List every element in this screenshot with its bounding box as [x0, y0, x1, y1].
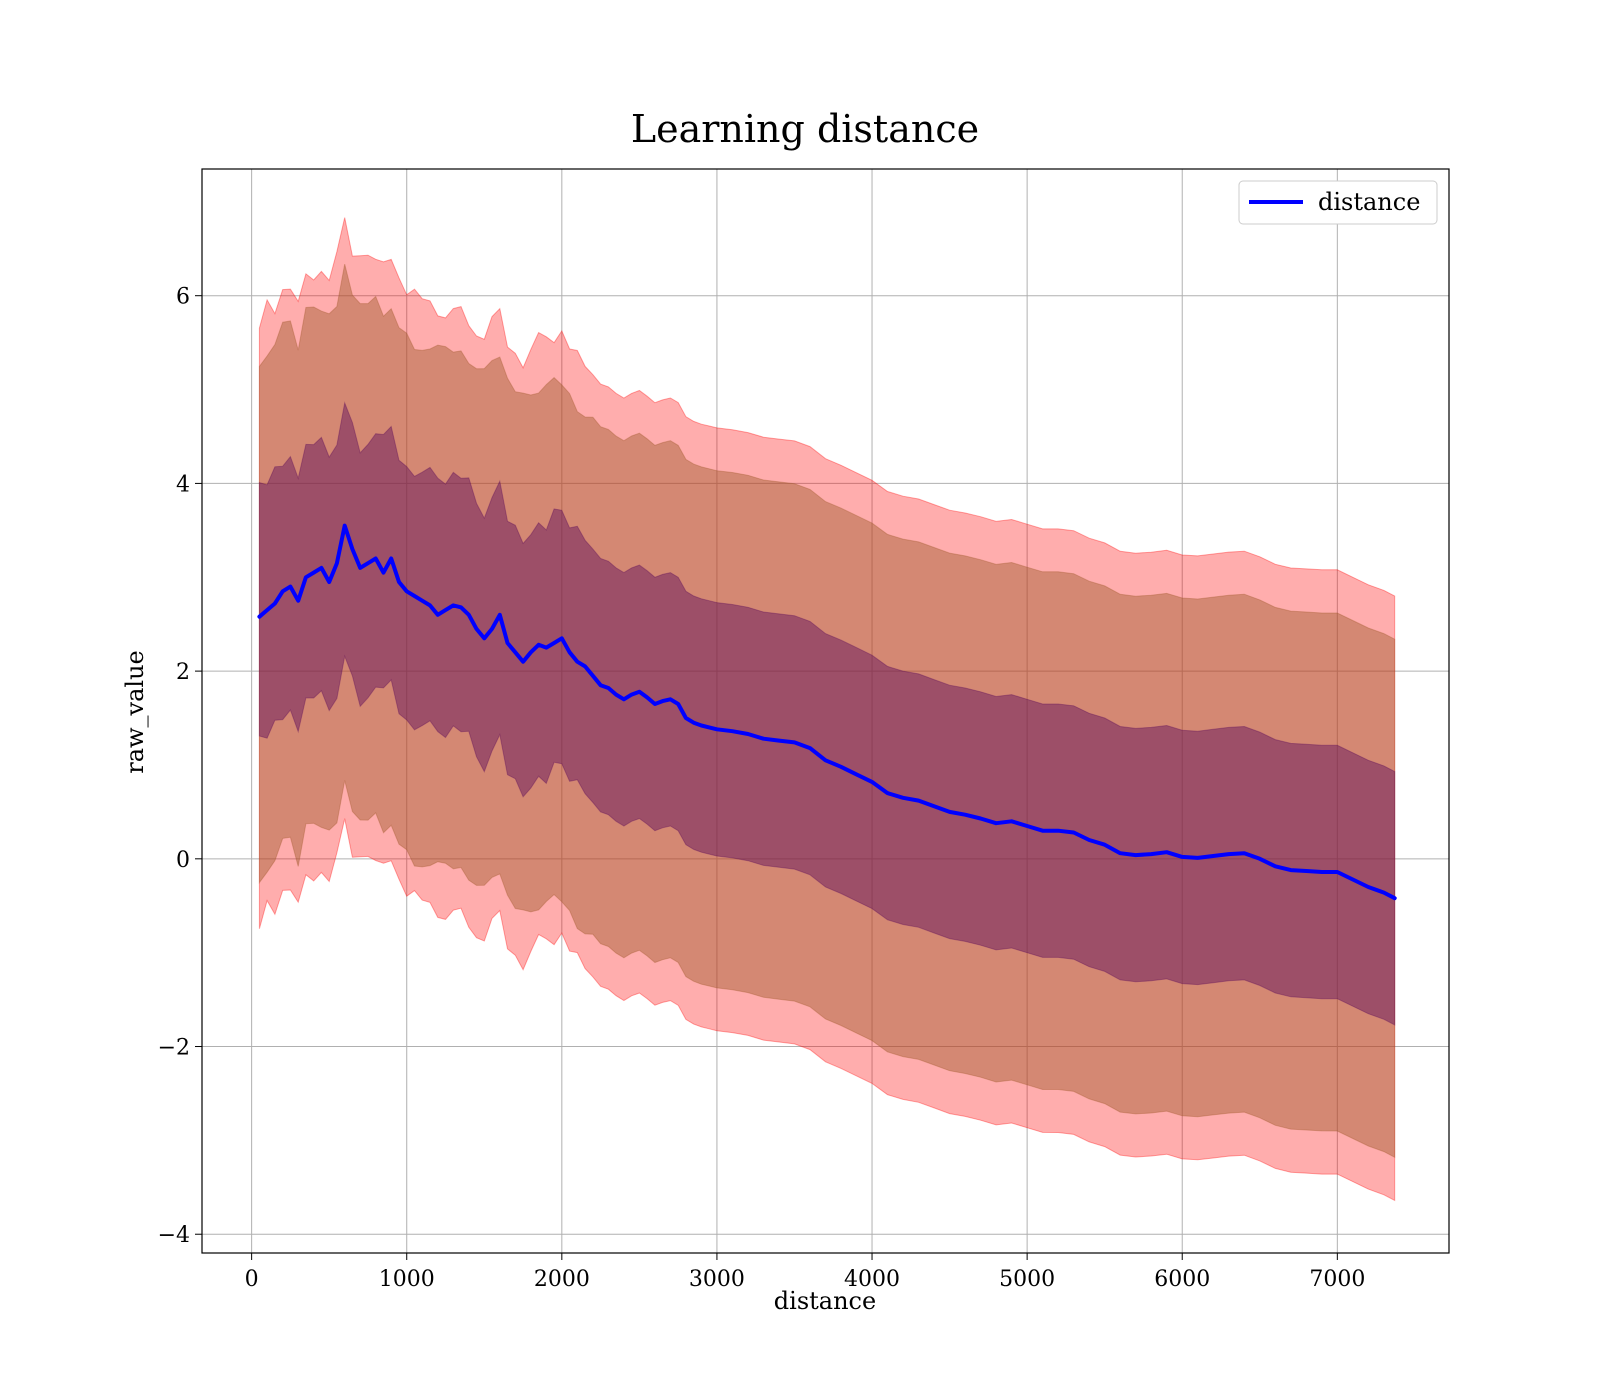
x-tick-label: 0: [245, 1267, 259, 1292]
y-axis-label: raw_value: [121, 650, 149, 774]
chart-title: Learning distance: [631, 107, 979, 151]
band-2: [258, 263, 1396, 1159]
y-tick-label: 4: [176, 472, 190, 497]
x-tick-label: 6000: [1154, 1267, 1210, 1292]
band-3: [258, 401, 1396, 1026]
plot-frame: [201, 168, 1450, 1254]
x-tick-label: 5000: [999, 1267, 1055, 1292]
series-lines: [257, 523, 1397, 901]
y-tick-label: 6: [176, 285, 190, 310]
y-tick-label: 0: [176, 848, 190, 873]
series-line-distance: [257, 523, 1397, 901]
y-tick-label: −2: [158, 1036, 190, 1061]
legend-entry-distance: distance: [1318, 188, 1420, 216]
x-tick-label: 7000: [1309, 1267, 1365, 1292]
y-tick-label: −4: [158, 1223, 190, 1248]
plot-background: [202, 169, 1449, 1253]
x-axis-ticks: 0 1000 2000 3000 4000 5000 6000 7000: [245, 1253, 1365, 1292]
plot-area: [201, 168, 1450, 1254]
x-tick-label: 2000: [534, 1267, 590, 1292]
legend: distance: [1238, 180, 1438, 225]
std-bands: [258, 217, 1396, 1202]
x-tick-label: 1000: [379, 1267, 435, 1292]
x-tick-label: 3000: [689, 1267, 745, 1292]
x-axis-label: distance: [774, 1287, 876, 1315]
grid-lines: [202, 169, 1449, 1253]
y-axis-ticks: −4 −2 0 2 4 6: [158, 285, 202, 1248]
legend-box: [1238, 180, 1438, 225]
y-tick-label: 2: [176, 660, 190, 685]
band-1: [258, 217, 1396, 1202]
x-tick-label: 4000: [844, 1267, 900, 1292]
